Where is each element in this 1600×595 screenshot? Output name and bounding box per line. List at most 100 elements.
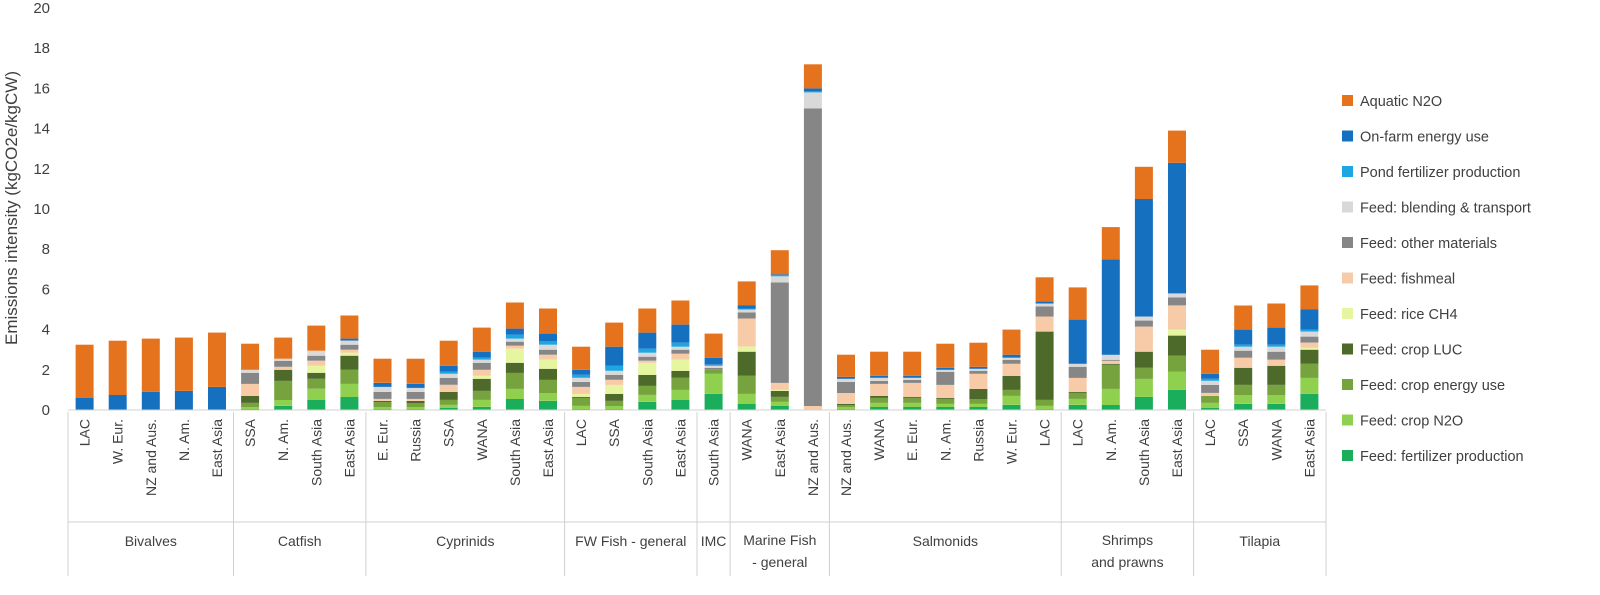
bar-segment bbox=[737, 308, 756, 310]
x-tick-label: Russia bbox=[408, 419, 424, 462]
bar-segment bbox=[671, 353, 690, 360]
bar-segment bbox=[903, 397, 922, 403]
bar-segment bbox=[1201, 392, 1220, 396]
bar-segment bbox=[1035, 306, 1054, 317]
bar-segment bbox=[572, 346, 591, 370]
bar-segment bbox=[241, 395, 260, 403]
bar-segment bbox=[870, 403, 889, 407]
y-tick-label: 16 bbox=[33, 80, 50, 97]
bar-segment bbox=[770, 276, 789, 283]
bar-segment bbox=[307, 360, 326, 366]
bar-segment bbox=[241, 403, 260, 407]
x-tick-label: South Asia bbox=[706, 419, 722, 486]
bar-segment bbox=[671, 342, 690, 347]
bar-segment bbox=[870, 397, 889, 403]
bar-segment bbox=[406, 398, 425, 401]
bar-segment bbox=[1134, 367, 1153, 379]
bar-segment bbox=[605, 370, 624, 375]
bar-segment bbox=[737, 346, 756, 352]
x-tick-label: South Asia bbox=[308, 419, 324, 486]
legend-label: Feed: crop LUC bbox=[1360, 343, 1462, 359]
bar-segment bbox=[1002, 363, 1021, 376]
bar-segment bbox=[572, 396, 591, 398]
bar-segment bbox=[1068, 405, 1087, 410]
bar-segment bbox=[969, 388, 988, 399]
bar-segment bbox=[1300, 342, 1319, 348]
bar-segment bbox=[638, 374, 657, 386]
bar-segment bbox=[1101, 364, 1120, 389]
bar-segment bbox=[803, 91, 822, 93]
group-label: Cyprinids bbox=[436, 533, 494, 549]
bar-segment bbox=[75, 344, 94, 398]
bar-segment bbox=[903, 382, 922, 397]
bar-segment bbox=[737, 393, 756, 404]
bar-segment bbox=[1234, 344, 1253, 347]
bar-segment bbox=[1267, 404, 1286, 410]
legend-label: Feed: fertilizer production bbox=[1360, 449, 1524, 465]
bar-segment bbox=[439, 384, 458, 392]
bar-segment bbox=[605, 401, 624, 406]
bar-segment bbox=[671, 370, 690, 378]
bar-segment bbox=[837, 405, 855, 407]
bar-segment bbox=[505, 362, 524, 373]
bar-segment bbox=[671, 389, 690, 400]
bar-segment bbox=[1168, 162, 1186, 294]
legend-label: On-farm energy use bbox=[1360, 130, 1489, 146]
bar-segment bbox=[1002, 357, 1021, 360]
bar-segment bbox=[1101, 363, 1120, 365]
bar-segment bbox=[638, 394, 657, 402]
bar-segment bbox=[1168, 329, 1186, 336]
x-tick-label: East Asia bbox=[209, 419, 225, 478]
bar-segment bbox=[539, 308, 557, 334]
bar-segment bbox=[1002, 405, 1021, 410]
bar-segment bbox=[1002, 395, 1021, 405]
bar-segment bbox=[505, 334, 524, 339]
bar-segment bbox=[539, 341, 557, 345]
bar-segment bbox=[605, 406, 624, 409]
bar-segment bbox=[505, 328, 524, 335]
bar-segment bbox=[1134, 396, 1153, 410]
bar-segment bbox=[406, 407, 425, 409]
bar-segment bbox=[1300, 377, 1319, 394]
bar-segment bbox=[638, 360, 657, 363]
bar-segment bbox=[969, 368, 988, 371]
bar-segment bbox=[1201, 349, 1220, 374]
bar-segment bbox=[274, 380, 293, 400]
bar-segment bbox=[539, 333, 557, 342]
group-label: FW Fish - general bbox=[575, 533, 686, 549]
bar-segment bbox=[1300, 393, 1319, 410]
bar-segment bbox=[1201, 373, 1220, 379]
bar-segment bbox=[108, 394, 127, 410]
bar-segment bbox=[1267, 344, 1286, 347]
bar-segment bbox=[439, 371, 458, 374]
x-tick-label: East Asia bbox=[1169, 419, 1185, 478]
bar-segment bbox=[1002, 359, 1021, 364]
bar-segment bbox=[671, 324, 690, 343]
bar-segment bbox=[1101, 405, 1120, 410]
x-tick-label: East Asia bbox=[772, 419, 788, 478]
bar-segment bbox=[572, 386, 591, 394]
bar-segment bbox=[340, 355, 359, 370]
legend-label: Feed: fishmeal bbox=[1360, 272, 1455, 288]
y-tick-label: 12 bbox=[33, 161, 50, 178]
bar-segment bbox=[307, 372, 326, 379]
bar-segment bbox=[1234, 346, 1253, 351]
bar-segment bbox=[340, 340, 359, 345]
bar-segment bbox=[936, 369, 955, 372]
x-tick-label: NZ and Aus. bbox=[838, 419, 854, 496]
bar-segment bbox=[770, 390, 789, 397]
bar-segment bbox=[340, 349, 359, 353]
y-tick-label: 2 bbox=[42, 362, 50, 379]
bar-segment bbox=[870, 383, 889, 396]
x-tick-label: W. Eur. bbox=[1004, 419, 1020, 464]
bar-segment bbox=[969, 398, 988, 404]
bar-segment bbox=[572, 397, 591, 406]
y-tick-label: 10 bbox=[33, 201, 50, 218]
bar-segment bbox=[803, 406, 822, 410]
bar-segment bbox=[505, 341, 524, 346]
bar-segment bbox=[1234, 329, 1253, 345]
group-label: Marine Fish - general bbox=[743, 532, 816, 570]
bar-segment bbox=[1168, 130, 1186, 163]
bar-segment bbox=[1068, 287, 1087, 320]
bar-segment bbox=[1035, 406, 1054, 409]
